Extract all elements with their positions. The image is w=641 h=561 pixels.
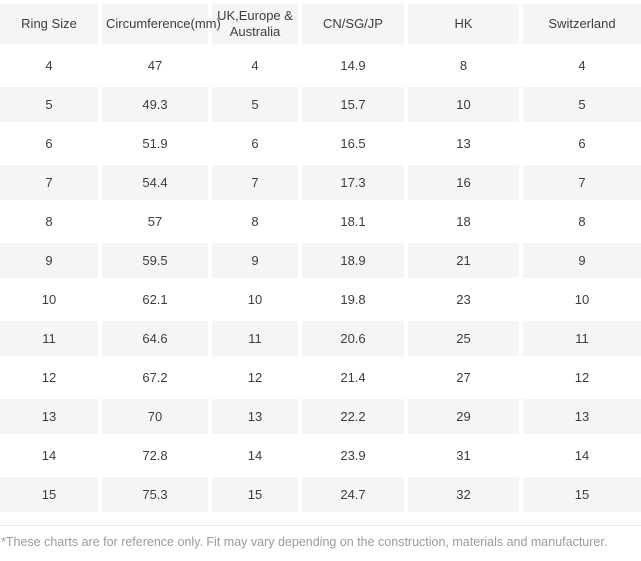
table-cell: 18: [408, 204, 519, 239]
table-cell: 7: [212, 165, 298, 200]
table-cell: 13: [0, 399, 98, 434]
reference-footnote: *These charts are for reference only. Fi…: [1, 535, 608, 549]
table-cell: 12: [523, 360, 641, 395]
table-header: Ring Size Circumference(mm) UK,Europe & Au…: [0, 4, 641, 44]
table-cell: 11: [212, 321, 298, 356]
table-cell: 19.8: [302, 282, 404, 317]
table-cell: 8: [408, 48, 519, 83]
table-row: 4 47 4 14.9 8 4: [0, 48, 641, 83]
table-cell: 11: [0, 321, 98, 356]
table-cell: 10: [408, 87, 519, 122]
table-cell: 16.5: [302, 126, 404, 161]
table-row: 13 70 13 22.2 29 13: [0, 399, 641, 434]
table-row: 11 64.6 11 20.6 25 11: [0, 321, 641, 356]
table-cell: 13: [523, 399, 641, 434]
table-cell: 14.9: [302, 48, 404, 83]
table-cell: 9: [212, 243, 298, 278]
table-cell: 49.3: [102, 87, 208, 122]
column-header: UK,Europe & Australia: [212, 4, 298, 44]
table-cell: 13: [408, 126, 519, 161]
column-header: Ring Size: [0, 4, 98, 44]
table-cell: 15: [523, 477, 641, 512]
table-bottom-divider: [0, 525, 641, 526]
table-cell: 54.4: [102, 165, 208, 200]
table-cell: 23: [408, 282, 519, 317]
table-cell: 7: [0, 165, 98, 200]
table-row: 14 72.8 14 23.9 31 14: [0, 438, 641, 473]
table-cell: 4: [523, 48, 641, 83]
table-cell: 14: [212, 438, 298, 473]
table-row: 8 57 8 18.1 18 8: [0, 204, 641, 239]
table-cell: 72.8: [102, 438, 208, 473]
table-cell: 64.6: [102, 321, 208, 356]
table-cell: 12: [0, 360, 98, 395]
table-cell: 24.7: [302, 477, 404, 512]
table-cell: 51.9: [102, 126, 208, 161]
table-cell: 9: [523, 243, 641, 278]
table-row: 6 51.9 6 16.5 13 6: [0, 126, 641, 161]
table-cell: 59.5: [102, 243, 208, 278]
table-row: 12 67.2 12 21.4 27 12: [0, 360, 641, 395]
table-cell: 7: [523, 165, 641, 200]
table-cell: 4: [0, 48, 98, 83]
table-cell: 18.9: [302, 243, 404, 278]
table-cell: 27: [408, 360, 519, 395]
table-cell: 8: [212, 204, 298, 239]
table-cell: 22.2: [302, 399, 404, 434]
table-cell: 5: [212, 87, 298, 122]
table-cell: 20.6: [302, 321, 404, 356]
table-cell: 8: [523, 204, 641, 239]
table-cell: 6: [523, 126, 641, 161]
table-cell: 70: [102, 399, 208, 434]
table-cell: 6: [0, 126, 98, 161]
table-cell: 29: [408, 399, 519, 434]
table-cell: 9: [0, 243, 98, 278]
table-cell: 25: [408, 321, 519, 356]
column-header: Circumference(mm): [102, 4, 221, 44]
table-cell: 10: [523, 282, 641, 317]
table-cell: 75.3: [102, 477, 208, 512]
table-cell: 18.1: [302, 204, 404, 239]
table-row: 5 49.3 5 15.7 10 5: [0, 87, 641, 122]
table-cell: 14: [523, 438, 641, 473]
table-cell: 32: [408, 477, 519, 512]
column-header: CN/SG/JP: [302, 4, 404, 44]
table-cell: 15: [0, 477, 98, 512]
table-cell: 4: [212, 48, 298, 83]
table-cell: 5: [0, 87, 98, 122]
table-row: 15 75.3 15 24.7 32 15: [0, 477, 641, 512]
column-header: HK: [408, 4, 519, 44]
table-cell: 67.2: [102, 360, 208, 395]
table-cell: 11: [523, 321, 641, 356]
table-cell: 8: [0, 204, 98, 239]
table-row: 9 59.5 9 18.9 21 9: [0, 243, 641, 278]
table-cell: 57: [102, 204, 208, 239]
table-cell: 21.4: [302, 360, 404, 395]
table-cell: 21: [408, 243, 519, 278]
table-cell: 5: [523, 87, 641, 122]
table-cell: 62.1: [102, 282, 208, 317]
table-cell: 31: [408, 438, 519, 473]
table-body: 4 47 4 14.9 8 4 5 49.3 5 15.7 10 5 6 51.9 6 16.5 13 6 7 54.…: [0, 48, 641, 512]
ring-size-table: Ring Size Circumference(mm) UK,Europe & Au…: [0, 4, 641, 512]
table-header-row: Ring Size Circumference(mm) UK,Europe & Au…: [0, 4, 641, 44]
table-cell: 12: [212, 360, 298, 395]
table-row: 7 54.4 7 17.3 16 7: [0, 165, 641, 200]
table-cell: 10: [212, 282, 298, 317]
table-cell: 10: [0, 282, 98, 317]
table-cell: 15.7: [302, 87, 404, 122]
table-cell: 15: [212, 477, 298, 512]
table-cell: 47: [102, 48, 208, 83]
table-row: 10 62.1 10 19.8 23 10: [0, 282, 641, 317]
table-cell: 13: [212, 399, 298, 434]
table-cell: 17.3: [302, 165, 404, 200]
table-cell: 14: [0, 438, 98, 473]
table-cell: 16: [408, 165, 519, 200]
column-header: Switzerland: [523, 4, 641, 44]
table-cell: 6: [212, 126, 298, 161]
table-cell: 23.9: [302, 438, 404, 473]
